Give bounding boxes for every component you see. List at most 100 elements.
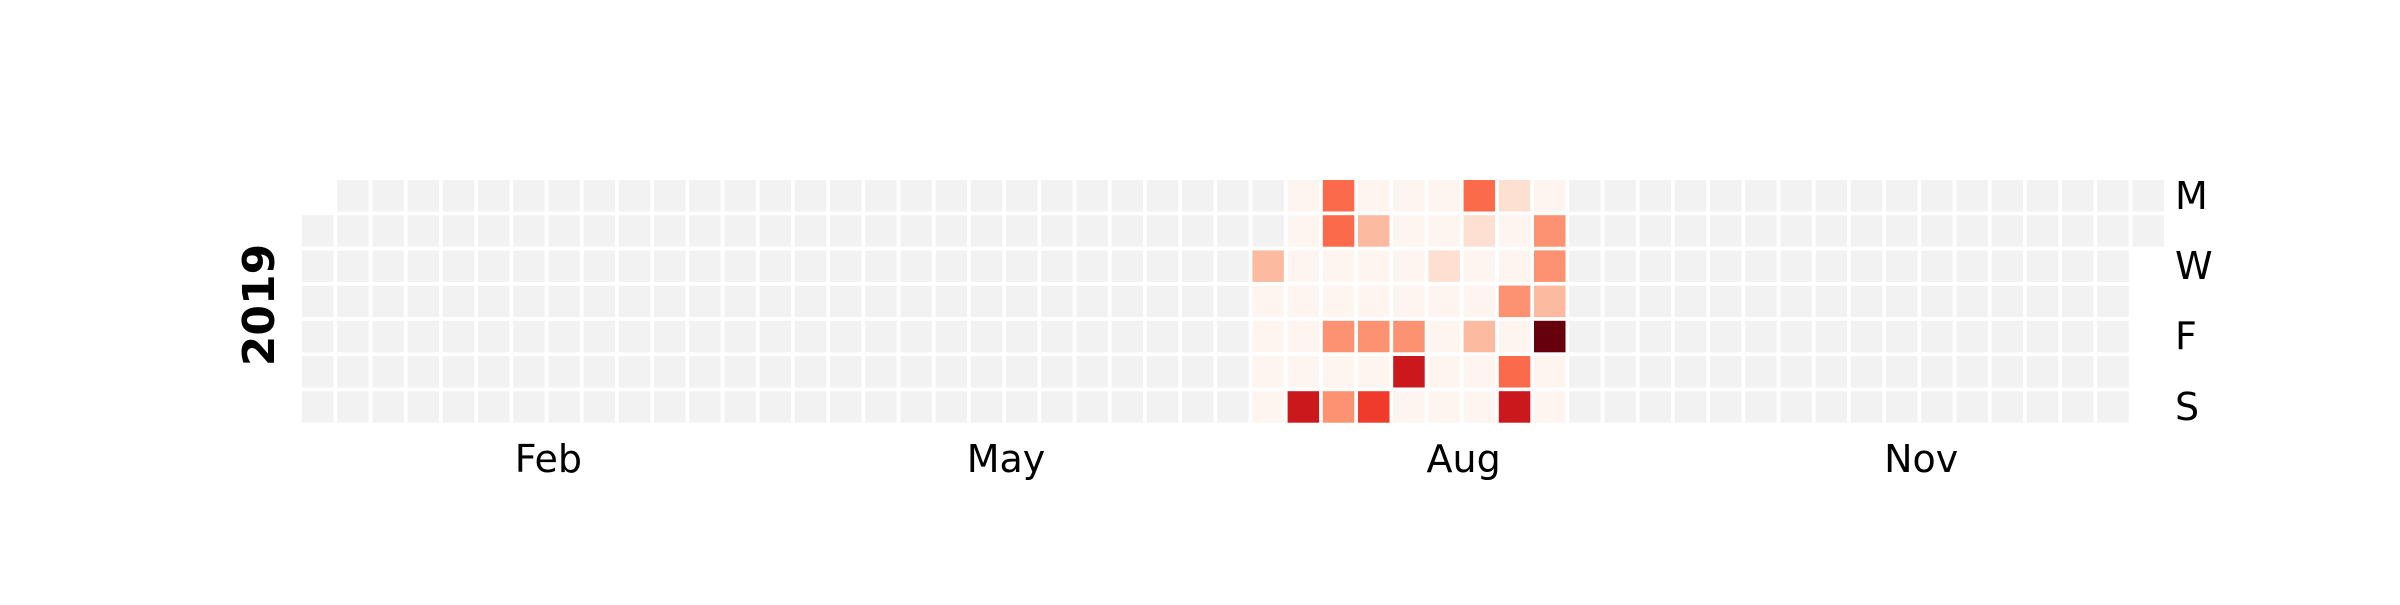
day-cell [1710,285,1742,318]
day-cell [1956,320,1988,353]
day-cell [583,320,616,353]
day-cell [1780,180,1812,212]
day-cell [2026,356,2059,388]
day-cell [1428,391,1460,423]
day-cell [337,356,369,388]
day-cell [1006,356,1038,388]
day-cell [1182,180,1214,212]
day-cell [1146,215,1179,247]
day-cell [935,250,968,282]
day-cell [1393,391,1425,423]
day-cell [1322,356,1355,388]
day-cell [2097,320,2129,353]
day-cell [1674,356,1707,388]
day-cell [1358,215,1390,247]
day-cell [548,356,580,388]
day-cell [1780,215,1812,247]
day-cell [1146,356,1179,388]
day-cell [1850,285,1883,318]
year-label: 2019 [234,244,285,366]
day-cell [1850,356,1883,388]
day-cell [1006,320,1038,353]
day-cell [1780,250,1812,282]
day-cell [1780,391,1812,423]
day-cell [724,250,756,282]
day-cell [2062,356,2094,388]
day-cell [1111,391,1144,423]
day-cell [689,285,721,318]
day-cell [2062,250,2094,282]
day-cell [1358,356,1390,388]
day-cell [1674,391,1707,423]
day-cell [2132,215,2164,247]
day-cell [1287,391,1320,423]
day-cell [830,180,862,212]
day-cell [2097,356,2129,388]
day-cell [1956,250,1988,282]
day-cell [1815,356,1848,388]
day-cell [1710,391,1742,423]
day-cell [865,285,897,318]
day-cell [618,180,651,212]
day-cell [548,215,580,247]
day-cell [1569,285,1601,318]
day-cell [794,285,827,318]
day-cell [1780,356,1812,388]
day-cell [1886,250,1918,282]
day-cell [548,250,580,282]
day-cell [1111,285,1144,318]
day-cell [1287,320,1320,353]
day-cell [794,215,827,247]
day-cell [1111,356,1144,388]
day-cell [407,320,440,353]
day-cell [1745,285,1777,318]
day-cell [1639,356,1672,388]
day-cell [1710,356,1742,388]
day-cell [1850,215,1883,247]
day-cell [830,285,862,318]
day-cell [970,356,1003,388]
day-cell [302,215,334,247]
day-cell [372,250,404,282]
day-cell [900,320,932,353]
day-cell [478,215,510,247]
day-cell [794,391,827,423]
weekday-label: W [2175,244,2213,288]
day-cell [1534,356,1566,388]
day-cell [1604,180,1636,212]
day-cell [1322,320,1355,353]
day-cell [1006,215,1038,247]
day-cell [1463,180,1496,212]
day-cell [724,320,756,353]
day-cell [407,180,440,212]
day-cell [759,320,792,353]
day-cell [372,320,404,353]
day-cell [1921,180,1953,212]
day-cell [1252,180,1284,212]
day-cell [1604,250,1636,282]
day-cell [900,180,932,212]
day-cell [302,285,334,318]
day-cell [337,215,369,247]
day-cell [618,250,651,282]
day-cell [1956,285,1988,318]
day-cell [1886,320,1918,353]
day-cell [2026,215,2059,247]
day-cell [1921,215,1953,247]
day-cell [689,180,721,212]
day-cell [1534,285,1566,318]
day-cell [1569,250,1601,282]
day-cell [1921,285,1953,318]
day-cell [1428,285,1460,318]
day-cell [654,391,686,423]
day-cell [759,180,792,212]
day-cell [1393,356,1425,388]
day-cell [1710,215,1742,247]
day-cell [1498,285,1531,318]
day-cell [1006,180,1038,212]
day-cell [724,391,756,423]
day-cell [1182,250,1214,282]
day-cell [1182,356,1214,388]
